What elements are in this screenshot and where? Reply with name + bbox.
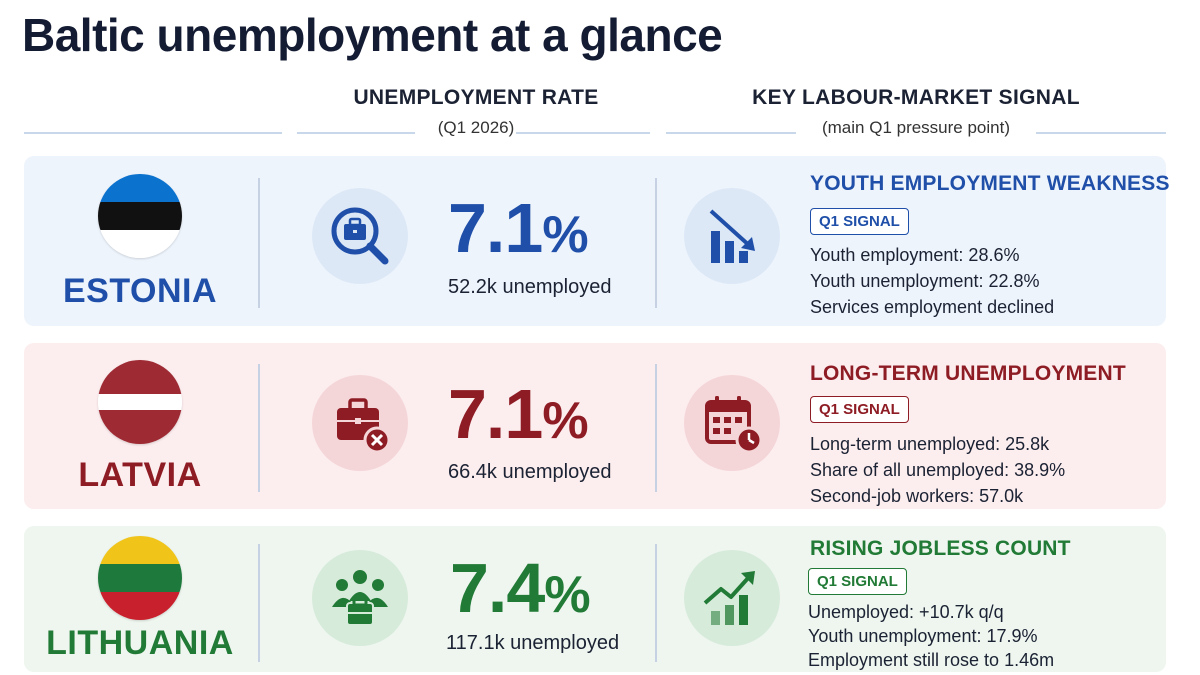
- signal-detail: Long-term unemployed: 25.8k: [810, 434, 1050, 454]
- rate-header-subtitle: (Q1 2026): [437, 118, 515, 137]
- signal-header-title: KEY LABOUR-MARKET SIGNAL: [752, 86, 1080, 109]
- rate-number: 7.1: [448, 375, 543, 453]
- header-divider: [666, 132, 796, 134]
- rate-unit: %: [542, 392, 588, 450]
- signal-column-header: KEY LABOUR-MARKET SIGNAL (main Q1 pressu…: [666, 86, 1166, 138]
- country-row-latvia: [24, 343, 1166, 509]
- row-divider: [655, 544, 657, 662]
- row-divider: [655, 178, 657, 308]
- row-divider: [258, 544, 260, 662]
- country-name: LITHUANIA: [46, 624, 234, 662]
- unemployed-count: 52.2k unemployed: [448, 276, 612, 298]
- country-row-lithuania: [24, 526, 1166, 672]
- signal-detail: Services employment declined: [810, 297, 1055, 317]
- country-row-estonia: [24, 156, 1166, 326]
- rising-bar-chart-icon: [684, 550, 780, 646]
- country-name: ESTONIA: [62, 272, 217, 310]
- signal-detail: Employment still rose to 1.46m: [808, 650, 1055, 670]
- rate-header-title: UNEMPLOYMENT RATE: [353, 86, 599, 109]
- rate-unit: %: [542, 206, 588, 264]
- rate-number: 7.4: [450, 549, 545, 627]
- signal-title: RISING JOBLESS COUNT: [810, 537, 1071, 560]
- unemployed-count: 117.1k unemployed: [446, 632, 620, 654]
- header-divider: [1036, 132, 1166, 134]
- magnifier-briefcase-icon: [312, 188, 408, 284]
- unemployed-count: 66.4k unemployed: [448, 461, 612, 483]
- signal-detail: Second-job workers: 57.0k: [810, 486, 1024, 506]
- calendar-clock-icon: [684, 375, 780, 471]
- country-name: LATVIA: [78, 456, 202, 494]
- q1-signal-badge: Q1 SIGNAL: [808, 568, 907, 595]
- header-divider: [24, 132, 282, 134]
- q1-signal-badge: Q1 SIGNAL: [810, 208, 909, 235]
- signal-detail: Youth unemployment: 22.8%: [810, 271, 1040, 291]
- latvia-flag-icon: [98, 360, 182, 444]
- rate-column-header: UNEMPLOYMENT RATE (Q1 2026): [296, 86, 656, 138]
- row-divider: [655, 364, 657, 492]
- declining-bar-chart-icon: [684, 188, 780, 284]
- row-divider: [258, 178, 260, 308]
- signal-detail: Share of all unemployed: 38.9%: [810, 460, 1066, 480]
- signal-header-subtitle: (main Q1 pressure point): [821, 118, 1011, 137]
- q1-signal-badge: Q1 SIGNAL: [810, 396, 909, 423]
- signal-title: LONG-TERM UNEMPLOYMENT: [810, 362, 1126, 385]
- unemployment-rate-value: 7.1%: [448, 374, 589, 454]
- rate-number: 7.1: [448, 189, 543, 267]
- lithuania-flag-icon: [98, 536, 182, 620]
- estonia-flag-icon: [98, 174, 182, 258]
- row-divider: [258, 364, 260, 492]
- page-title: Baltic unemployment at a glance: [22, 9, 723, 61]
- signal-detail: Youth employment: 28.6%: [810, 245, 1020, 265]
- briefcase-x-icon: [312, 375, 408, 471]
- header-divider: [297, 132, 415, 134]
- people-briefcase-icon: [312, 550, 408, 646]
- rate-unit: %: [544, 566, 590, 624]
- unemployment-rate-value: 7.4%: [450, 548, 591, 628]
- header-divider: [516, 132, 650, 134]
- signal-detail: Youth unemployment: 17.9%: [808, 626, 1038, 646]
- signal-detail: Unemployed: +10.7k q/q: [808, 602, 1004, 622]
- unemployment-rate-value: 7.1%: [448, 188, 589, 268]
- signal-title: YOUTH EMPLOYMENT WEAKNESS: [810, 172, 1170, 195]
